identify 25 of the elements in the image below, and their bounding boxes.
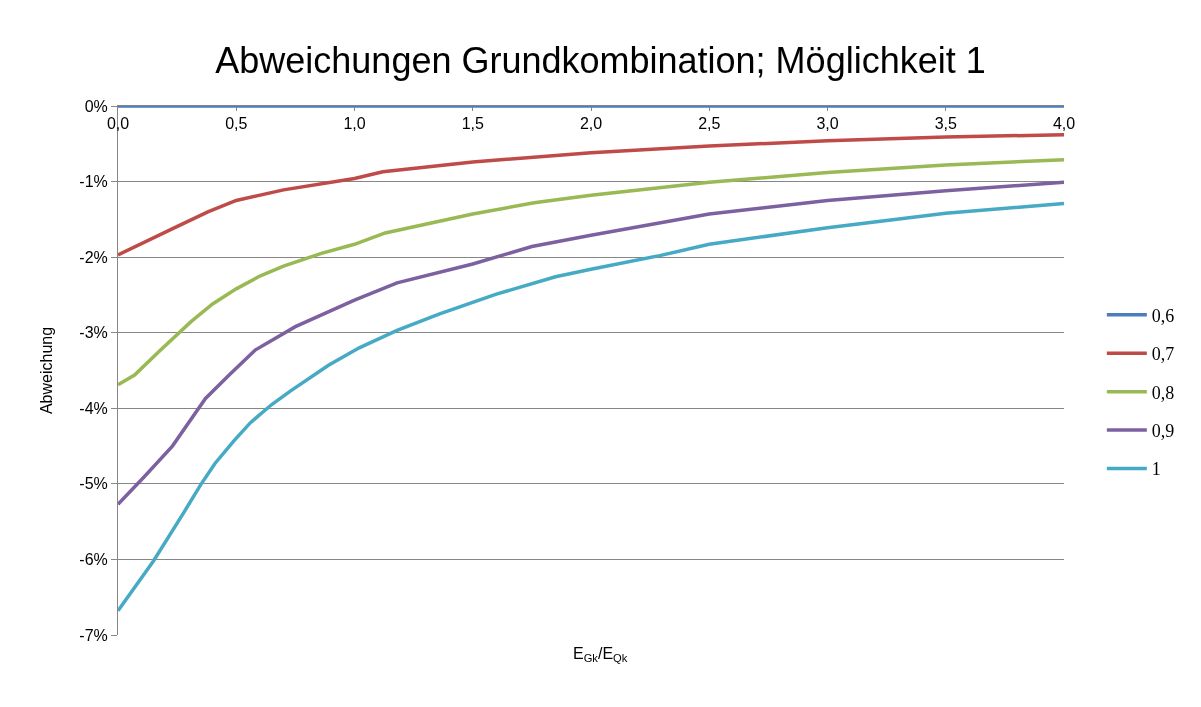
x-tick-label: 4,0 [1052, 114, 1076, 132]
legend-label: 0,7 [1151, 344, 1175, 365]
legend-label: 0,9 [1151, 421, 1175, 442]
y-tick-label: -2% [79, 248, 108, 266]
x-axis-title: E$_{Gk}$/E$_{Qk}$ [573, 645, 628, 665]
x-tick-label: 1,0 [343, 114, 366, 132]
y-tick-label: -6% [79, 551, 108, 569]
legend-label: 0,8 [1151, 382, 1175, 403]
x-tick-label: 2,5 [698, 114, 721, 132]
x-tick-label: 3,5 [934, 114, 957, 132]
y-tick-label: -1% [79, 173, 108, 191]
x-tick-label: 3,0 [816, 114, 839, 132]
y-tick-label: 0% [84, 97, 108, 115]
chart-title: Abweichungen Grundkombination; Möglichkeit 1 [215, 39, 986, 81]
legend-label: 0,6 [1151, 305, 1175, 326]
y-tick-label: -7% [79, 626, 108, 644]
legend-label: 1 [1151, 459, 1161, 480]
x-tick-label: 0,0 [106, 114, 130, 132]
y-tick-label: -4% [79, 399, 108, 417]
y-tick-label: -5% [79, 475, 108, 493]
x-tick-label: 2,0 [579, 114, 603, 132]
x-tick-label: 0,5 [225, 114, 248, 132]
y-tick-label: -3% [79, 324, 108, 342]
x-tick-label: 1,5 [461, 114, 484, 132]
y-axis-title: Abweichung [38, 326, 56, 415]
